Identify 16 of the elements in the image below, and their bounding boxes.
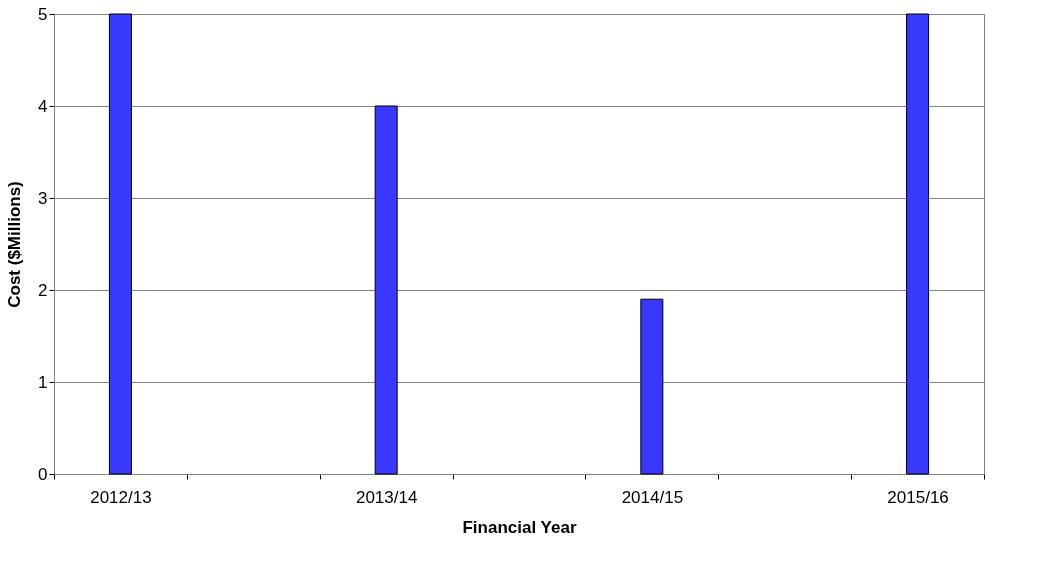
x-tick-label: 2012/13 xyxy=(90,487,152,507)
bar xyxy=(640,298,664,475)
y-tick-label: 1 xyxy=(38,372,48,392)
bar xyxy=(108,13,132,475)
y-tick-label: 0 xyxy=(38,464,48,484)
x-tick-label: 2015/16 xyxy=(887,487,949,507)
y-axis-title: Cost ($Millions) xyxy=(5,181,25,308)
x-axis-title: Financial Year xyxy=(462,517,577,537)
x-tick-label: 2014/15 xyxy=(621,487,684,507)
bar xyxy=(374,105,398,475)
y-tick-label: 3 xyxy=(38,188,48,208)
bar xyxy=(906,13,930,475)
x-tick-label: 2013/14 xyxy=(355,487,418,507)
y-tick-label: 5 xyxy=(38,4,48,24)
y-tick-label: 4 xyxy=(38,96,48,116)
y-tick-label: 2 xyxy=(38,280,48,300)
